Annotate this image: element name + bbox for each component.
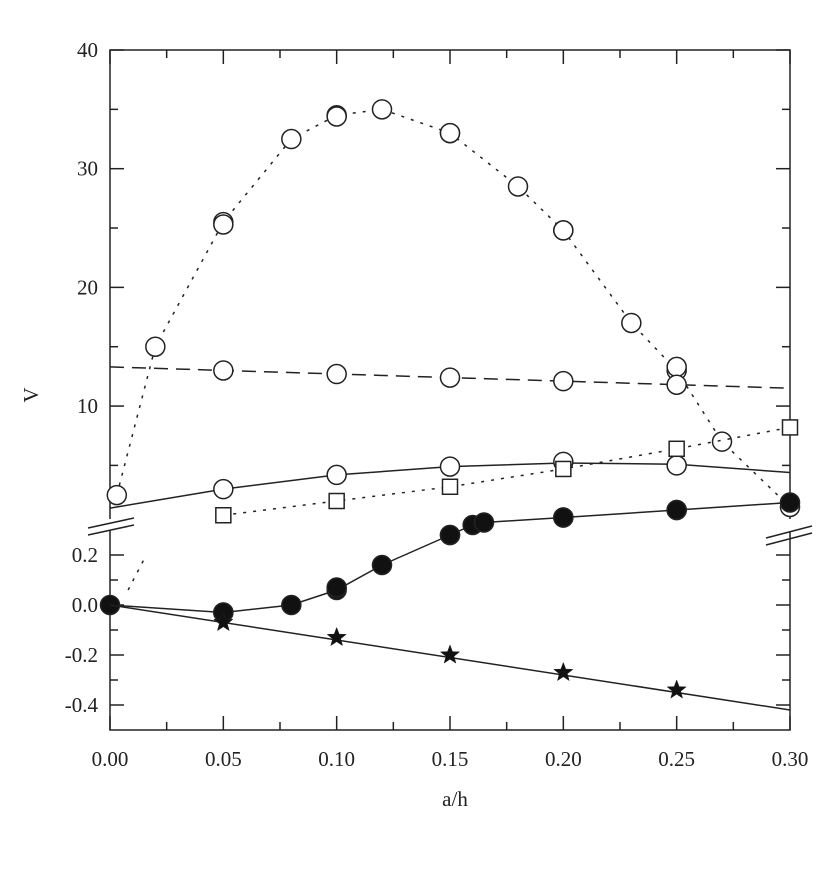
- marker: [668, 440, 685, 458]
- marker: [666, 455, 687, 476]
- y-tick-label: 20: [77, 275, 98, 299]
- series-line: [109, 501, 791, 614]
- x-tick-label: 0.00: [92, 747, 129, 771]
- series-line: [127, 554, 147, 591]
- marker: [213, 611, 234, 632]
- marker: [666, 499, 687, 521]
- marker: [441, 478, 459, 496]
- y-tick-label: 0.0: [72, 593, 98, 617]
- x-tick-label: 0.05: [205, 747, 242, 771]
- marker: [553, 370, 574, 392]
- x-tick-label: 0.10: [318, 747, 355, 771]
- marker: [779, 492, 801, 513]
- y-tick-label: -0.2: [65, 643, 98, 667]
- marker: [439, 456, 461, 477]
- marker: [553, 220, 574, 241]
- marker: [781, 419, 799, 436]
- series-line: [116, 108, 791, 508]
- marker: [553, 507, 574, 528]
- marker: [439, 524, 461, 546]
- marker: [473, 512, 495, 533]
- marker: [145, 336, 166, 357]
- marker: [213, 478, 234, 500]
- y-axis-label: V: [19, 387, 43, 402]
- x-axis-label: a/h: [442, 787, 468, 811]
- marker: [439, 367, 461, 388]
- marker: [553, 661, 574, 682]
- axis-break: [86, 517, 814, 546]
- y-tick-label: 40: [77, 38, 98, 62]
- marker: [328, 492, 345, 510]
- y-tick-label: 30: [77, 157, 98, 181]
- marker: [326, 464, 347, 486]
- series-line: [223, 426, 791, 516]
- marker: [326, 363, 347, 385]
- y-tick-label: -0.4: [65, 693, 99, 717]
- x-tick-label: 0.25: [658, 747, 695, 771]
- marker: [666, 374, 687, 395]
- marker: [621, 312, 642, 334]
- marker: [106, 484, 128, 506]
- marker: [213, 360, 234, 381]
- x-tick-label: 0.20: [545, 747, 582, 771]
- marker: [326, 106, 347, 127]
- marker: [326, 577, 347, 598]
- x-tick-label: 0.15: [432, 747, 469, 771]
- marker: [326, 626, 347, 647]
- marker: [555, 460, 572, 478]
- x-tick-label: 0.30: [772, 747, 809, 771]
- y-tick-label: 10: [77, 394, 98, 418]
- marker: [666, 356, 687, 378]
- marker: [213, 214, 234, 235]
- marker: [666, 679, 687, 699]
- marker: [439, 122, 461, 144]
- marker: [711, 431, 733, 452]
- marker: [281, 128, 302, 150]
- marker: [371, 99, 393, 120]
- marker: [215, 507, 232, 524]
- marker: [371, 554, 393, 576]
- marker: [507, 176, 529, 197]
- y-tick-label: 0.2: [72, 543, 98, 567]
- marker: [281, 594, 302, 616]
- marker: [439, 644, 461, 664]
- plot-frame: [109, 49, 791, 731]
